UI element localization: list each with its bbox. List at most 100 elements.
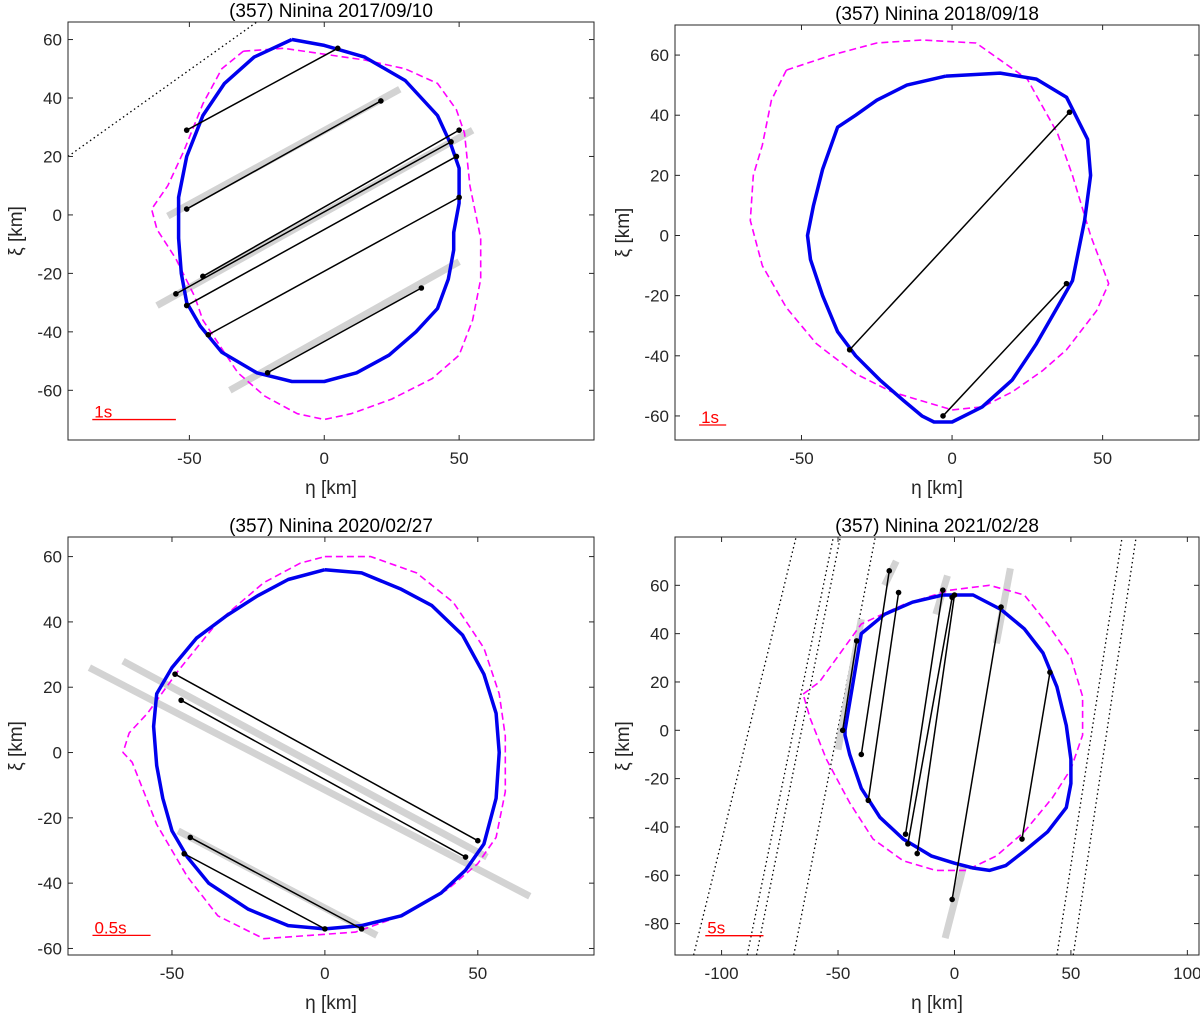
- chord-endpoint: [456, 127, 462, 133]
- y-tick-label: 20: [650, 673, 669, 692]
- y-axis-label: ξ [km]: [613, 721, 634, 771]
- y-tick-label: 40: [650, 625, 669, 644]
- y-tick-label: 40: [43, 89, 62, 108]
- x-tick-label: 50: [1093, 449, 1112, 468]
- chord-endpoint: [886, 568, 893, 574]
- timing-uncertainty-bar: [87, 664, 532, 900]
- negative-chord: [746, 537, 835, 955]
- chord-endpoint: [951, 592, 958, 598]
- observed-chord: [174, 673, 479, 842]
- scale-bar-label: 1s: [94, 403, 112, 422]
- observed-chord: [951, 606, 1002, 900]
- chord-endpoint: [902, 831, 909, 837]
- chord-endpoint: [172, 671, 178, 677]
- x-tick-label: -50: [177, 449, 202, 468]
- chart-title: (357) Ninina 2021/02/28: [835, 516, 1039, 537]
- observed-chord: [841, 640, 858, 731]
- negative-chord: [692, 537, 797, 955]
- plot-area: [87, 555, 532, 940]
- y-tick-label: -20: [644, 770, 669, 789]
- chord-endpoint: [905, 841, 911, 847]
- chord-endpoint: [895, 589, 902, 596]
- y-tick-label: -20: [644, 287, 669, 306]
- chord-endpoint: [334, 45, 341, 52]
- x-axis-label: η [km]: [305, 993, 357, 1014]
- chord-endpoint: [940, 587, 946, 593]
- chord-endpoint: [205, 331, 212, 338]
- scale-bar-label: 5s: [707, 919, 725, 938]
- chord-endpoint: [940, 413, 946, 419]
- y-tick-label: -20: [37, 264, 62, 283]
- observed-chord: [916, 594, 956, 854]
- negative-chord: [1056, 537, 1123, 955]
- x-tick-label: -50: [826, 964, 851, 983]
- chart-title: (357) Ninina 2018/09/18: [835, 4, 1039, 25]
- y-tick-label: 60: [43, 31, 62, 50]
- chord-endpoint: [183, 206, 190, 212]
- y-tick-label: 60: [43, 548, 62, 567]
- axes-frame: [674, 536, 1200, 956]
- chord-endpoint: [322, 926, 328, 932]
- chord-endpoint: [474, 837, 481, 844]
- y-tick-label: 0: [53, 744, 62, 763]
- plot-area: [749, 39, 1110, 424]
- x-tick-label: 100: [1173, 964, 1200, 983]
- chord-endpoint: [178, 697, 184, 704]
- shape-model-outline: [805, 71, 1093, 424]
- y-tick-label: 0: [53, 206, 62, 225]
- observed-chord: [202, 129, 460, 277]
- y-tick-label: -40: [37, 874, 62, 893]
- axes-frame: [67, 21, 595, 441]
- observed-chord: [175, 141, 452, 295]
- y-tick-label: -40: [37, 323, 62, 342]
- observed-chord: [186, 155, 457, 307]
- plot-area: [692, 537, 1137, 955]
- y-tick-label: -20: [37, 809, 62, 828]
- chord-endpoint: [1019, 836, 1025, 842]
- x-tick-label: 0: [950, 964, 959, 983]
- observed-chord: [180, 699, 466, 858]
- negative-chord: [755, 537, 841, 955]
- chord-endpoint: [858, 751, 865, 758]
- chord-endpoint: [183, 302, 190, 309]
- x-tick-label: -50: [789, 449, 814, 468]
- y-tick-label: 0: [660, 227, 669, 246]
- y-tick-label: 60: [650, 576, 669, 595]
- observed-chord: [189, 836, 362, 930]
- chord-endpoint: [358, 926, 365, 932]
- chord-endpoint: [839, 727, 846, 734]
- plot-area: [68, 22, 482, 421]
- panel-2017-09-10: 1s -50 0 50 -60 -40 -20 0 20 40 60 (357) Ninina 201…: [6, 1, 595, 499]
- chord-endpoint: [181, 850, 188, 857]
- shape-model-outline: [151, 567, 501, 931]
- chord-endpoint: [1066, 109, 1073, 116]
- observed-chord: [186, 47, 339, 131]
- chord-endpoint: [264, 369, 271, 376]
- x-tick-label: 50: [450, 449, 469, 468]
- x-tick-label: -50: [160, 964, 185, 983]
- chord-endpoint: [1047, 669, 1053, 676]
- x-tick-label: 0: [320, 449, 329, 468]
- y-tick-label: -40: [644, 347, 669, 366]
- observed-chord: [942, 283, 1068, 417]
- negative-chord: [68, 22, 258, 157]
- x-axis-label: η [km]: [911, 478, 963, 499]
- y-tick-label: 40: [650, 106, 669, 125]
- chord-endpoint: [448, 139, 454, 145]
- observed-chord: [186, 100, 382, 210]
- chord-endpoint: [998, 604, 1004, 610]
- chord-endpoint: [1063, 280, 1070, 287]
- y-tick-label: -40: [644, 818, 669, 837]
- observed-chord: [849, 111, 1071, 351]
- axes-frame: [674, 24, 1200, 441]
- y-tick-label: -60: [644, 866, 669, 885]
- comparison-model-outline: [122, 555, 507, 940]
- observed-chord: [183, 853, 326, 930]
- x-tick-label: -100: [705, 964, 739, 983]
- chord-endpoint: [187, 834, 194, 841]
- timing-uncertainty-bar: [941, 864, 968, 939]
- comparison-model-outline: [749, 39, 1110, 411]
- x-tick-label: 50: [1061, 964, 1080, 983]
- chart-title: (357) Ninina 2017/09/10: [229, 1, 433, 22]
- y-axis-label: ξ [km]: [6, 721, 27, 771]
